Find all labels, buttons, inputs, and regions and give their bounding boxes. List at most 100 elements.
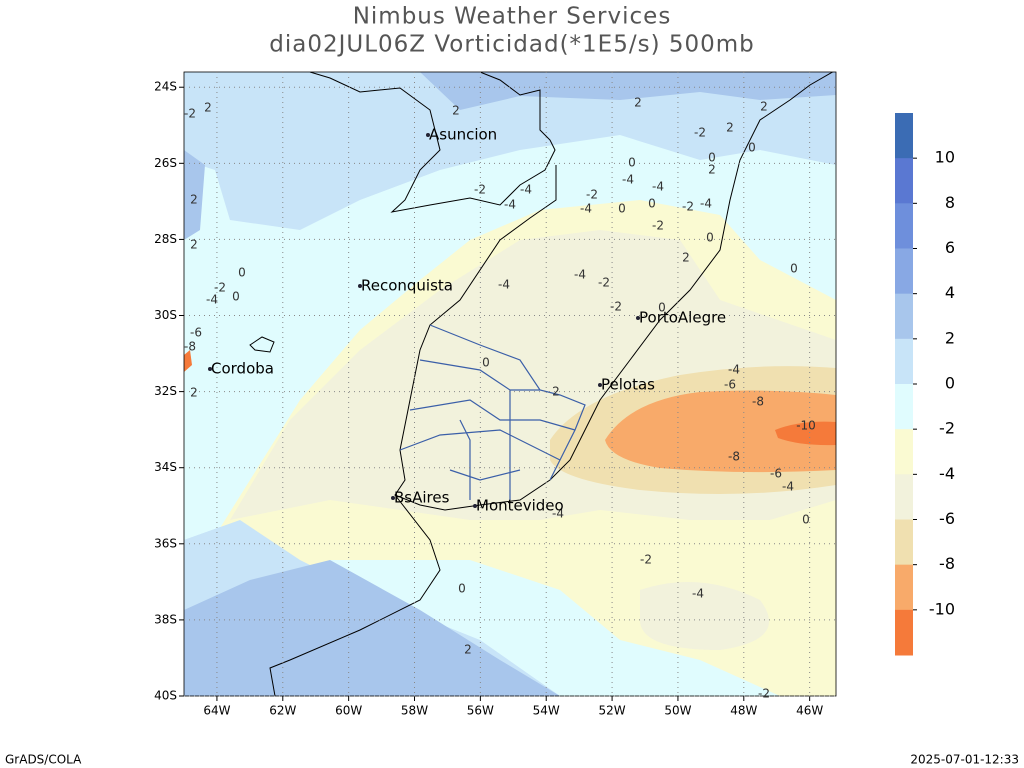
contour-label: -6 — [770, 467, 782, 481]
contour-label: 2 — [452, 104, 460, 118]
contour-label: 2 — [190, 238, 198, 252]
title: Nimbus Weather Services — [353, 4, 672, 30]
contour-label: 2 — [708, 163, 716, 177]
field-blue — [184, 150, 205, 240]
city-dot — [358, 284, 362, 288]
contour-label: 2 — [726, 121, 734, 135]
y-tick-label: 38S — [154, 612, 177, 626]
colorbar-bin — [895, 429, 913, 475]
contour-label: -4 — [622, 173, 634, 187]
colorbar-bin — [895, 474, 913, 520]
colorbar-bin — [895, 293, 913, 340]
colorbar-label: -2 — [939, 419, 955, 438]
contour-label: -4 — [782, 480, 794, 494]
contour-label: 2 — [760, 100, 768, 114]
contour-label: -2 — [598, 276, 610, 290]
colorbar-label: -4 — [939, 464, 955, 483]
contour-label: 0 — [790, 262, 798, 276]
contour-label: -2 — [758, 687, 770, 701]
y-tick-label: 26S — [154, 156, 177, 170]
contour-label: 2 — [204, 101, 212, 115]
contour-label: 0 — [748, 141, 756, 155]
field-orange — [184, 350, 192, 372]
contour-label: 0 — [802, 513, 810, 527]
contour-label: 0 — [238, 266, 246, 280]
y-tick-label: 30S — [154, 308, 177, 322]
city-label: Asuncion — [429, 126, 497, 144]
y-tick-label: 34S — [154, 460, 177, 474]
contour-label: -4 — [692, 587, 704, 601]
contour-label: -2 — [652, 219, 664, 233]
field-blue — [420, 72, 836, 110]
contour-label: -4 — [206, 293, 218, 307]
city-dot — [391, 496, 395, 500]
city-dot — [426, 133, 430, 137]
contour-label: -4 — [652, 180, 664, 194]
x-tick-label: 46W — [796, 704, 823, 718]
colorbar-bin — [895, 609, 913, 656]
city-label: Pelotas — [601, 376, 655, 394]
colorbar-label: 6 — [945, 238, 955, 257]
contour-label: -8 — [752, 395, 764, 409]
x-tick-label: 48W — [730, 704, 757, 718]
field-cream — [640, 582, 769, 650]
contour-label: -8 — [728, 450, 740, 464]
contour-label: -8 — [184, 340, 196, 354]
x-tick-label: 60W — [335, 704, 362, 718]
contour-label: 0 — [232, 290, 240, 304]
field-blue — [184, 560, 560, 696]
colorbar-label: 2 — [945, 328, 955, 347]
footer-left: GrADS/COLA — [5, 753, 82, 767]
contour-label: 2 — [634, 96, 642, 110]
city-dot — [598, 383, 602, 387]
y-tick-label: 32S — [154, 384, 177, 398]
x-tick-label: 64W — [203, 704, 230, 718]
contour-label: -2 — [586, 188, 598, 202]
contour-label: 0 — [706, 231, 714, 245]
colorbar-label: 4 — [945, 283, 955, 302]
y-tick-label: 28S — [154, 232, 177, 246]
contour-label: -4 — [552, 507, 564, 521]
contour-label: -4 — [520, 183, 532, 197]
contour-label: -2 — [610, 300, 622, 314]
y-tick-label: 24S — [154, 80, 177, 94]
contour-label: -2 — [184, 107, 196, 121]
contour-label: -2 — [694, 126, 706, 140]
x-tick-label: 62W — [269, 704, 296, 718]
contour-label: -4 — [504, 198, 516, 212]
contour-label: -2 — [214, 281, 226, 295]
contour-label: 2 — [552, 385, 560, 399]
x-tick-label: 54W — [533, 704, 560, 718]
contour-label: 2 — [682, 251, 690, 265]
contour-label: -4 — [498, 278, 510, 292]
contour-label: 2 — [464, 643, 472, 657]
contour-label: -2 — [682, 200, 694, 214]
contour-label: 2 — [190, 386, 198, 400]
colorbar-bin — [895, 338, 913, 385]
contour-label: 0 — [482, 356, 490, 370]
field-dark-orange — [775, 421, 836, 446]
city-label: PortoAlegre — [639, 309, 726, 327]
contour-label: 0 — [458, 582, 466, 596]
city-label: Reconquista — [361, 277, 453, 295]
x-tick-label: 50W — [664, 704, 691, 718]
field-orange — [605, 390, 836, 473]
footer-right: 2025-07-01-12:33 — [910, 753, 1019, 767]
coastline — [269, 72, 834, 696]
city-label: BsAires — [394, 489, 450, 507]
colorbar-bin — [895, 203, 913, 249]
x-tick-label: 56W — [467, 704, 494, 718]
colorbar-bin — [895, 519, 913, 566]
contour-label: 2 — [190, 193, 198, 207]
city-dot — [473, 504, 477, 508]
x-tick-label: 52W — [599, 704, 626, 718]
contour-label: -10 — [796, 419, 816, 433]
subtitle: dia02JUL06Z Vorticidad(*1E5/s) 500mb — [269, 32, 755, 58]
y-tick-label: 36S — [154, 536, 177, 550]
colorbar-label: -8 — [939, 554, 955, 573]
city-label: Cordoba — [211, 360, 274, 378]
lake — [249, 336, 275, 353]
contour-label: -6 — [724, 378, 736, 392]
colorbar-bin — [895, 248, 913, 295]
